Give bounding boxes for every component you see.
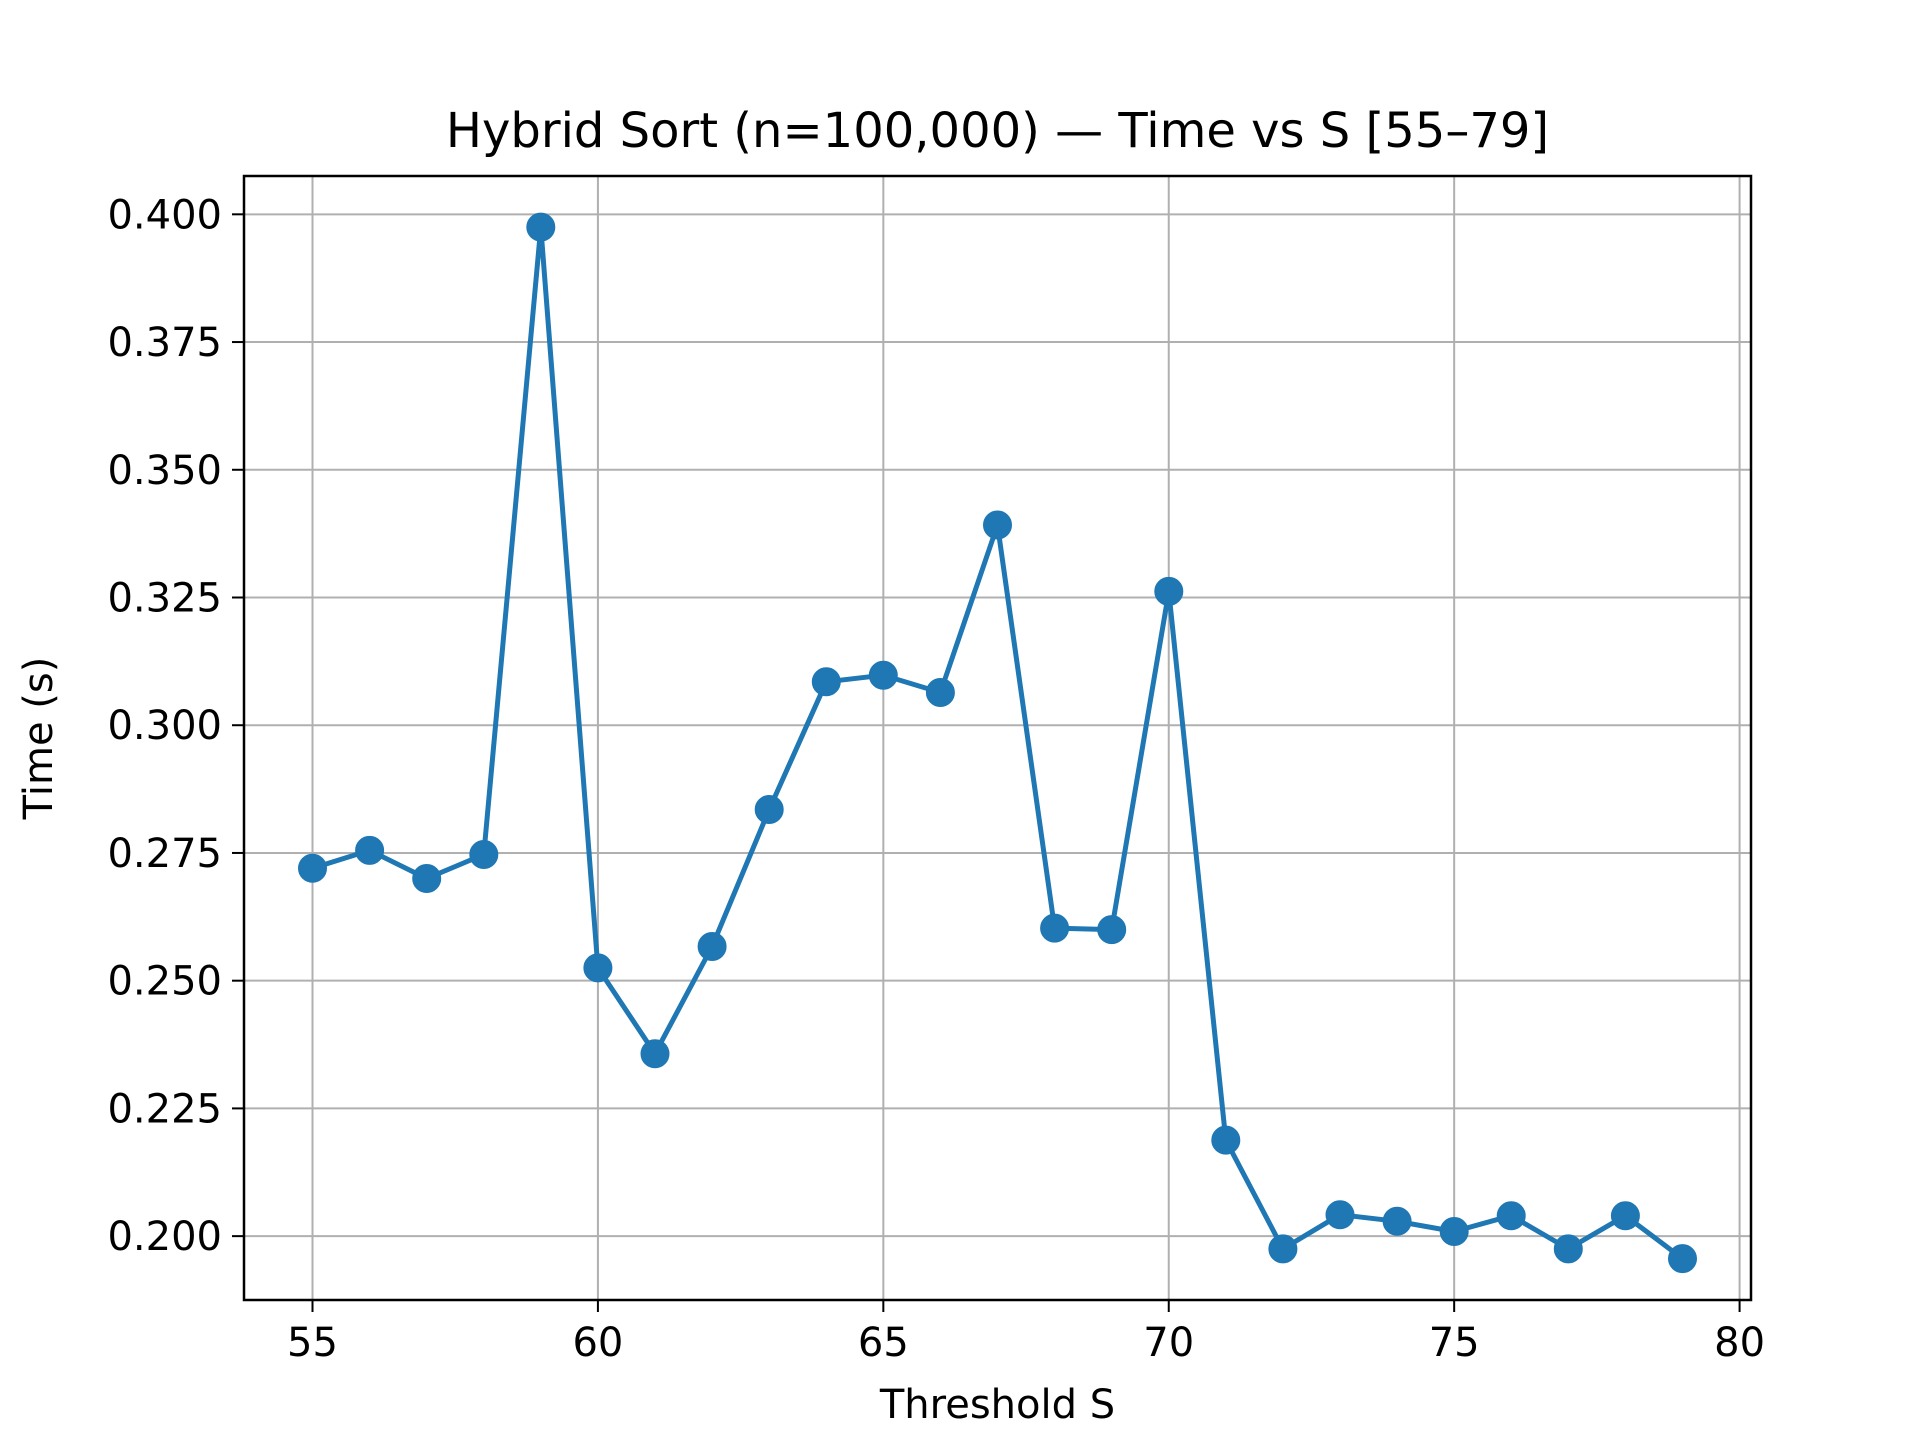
x-axis-title: Threshold S [879,1382,1115,1428]
data-point [1496,1201,1526,1231]
data-point [583,953,613,983]
y-axis-title: Time (s) [16,657,62,821]
series-layer [298,212,1697,1274]
data-point [697,932,727,961]
data-point [469,840,499,869]
data-point [754,795,784,824]
y-axis-ticks: 0.200 0.225 0.250 0.275 0.300 0.325 0.350 0.375… [107,192,244,1260]
data-point [1610,1201,1640,1231]
data-point [868,660,898,690]
data-point [298,853,327,883]
data-point [1268,1234,1298,1264]
data-point [1154,576,1184,606]
data-point [1439,1217,1469,1246]
chart-title: Hybrid Sort (n=100,000) — Time vs S [55–… [446,103,1549,159]
data-point [925,678,955,707]
y-tick-label: 0.250 [107,959,222,1005]
x-tick-label: 75 [1429,1320,1480,1366]
x-tick-label: 70 [1143,1320,1194,1366]
x-tick-label: 60 [572,1320,623,1366]
data-point [640,1039,670,1069]
data-point [1668,1244,1697,1274]
data-point [1325,1200,1355,1230]
y-tick-label: 0.350 [107,448,222,494]
data-point [1097,915,1127,945]
x-axis-ticks: 55 60 65 70 75 80 [287,1300,1765,1366]
x-tick-label: 55 [287,1320,338,1366]
y-tick-label: 0.375 [107,320,222,366]
data-point [526,212,556,242]
data-point [1553,1234,1583,1264]
y-tick-label: 0.200 [107,1214,222,1260]
y-tick-label: 0.275 [107,831,222,877]
data-point [355,835,385,865]
y-tick-label: 0.300 [107,703,222,749]
x-tick-label: 80 [1714,1320,1765,1366]
grid-lines [244,176,1751,1300]
y-tick-label: 0.400 [107,192,222,238]
plot-frame [242,174,1753,1302]
y-tick-label: 0.325 [107,576,222,622]
data-point [412,864,442,893]
data-point [1040,913,1070,943]
data-point [811,667,841,697]
x-tick-label: 65 [858,1320,909,1366]
data-point [1211,1125,1241,1155]
data-point [983,510,1012,540]
series-line [310,224,1685,1262]
y-tick-label: 0.225 [107,1086,222,1132]
data-point [1382,1206,1412,1236]
